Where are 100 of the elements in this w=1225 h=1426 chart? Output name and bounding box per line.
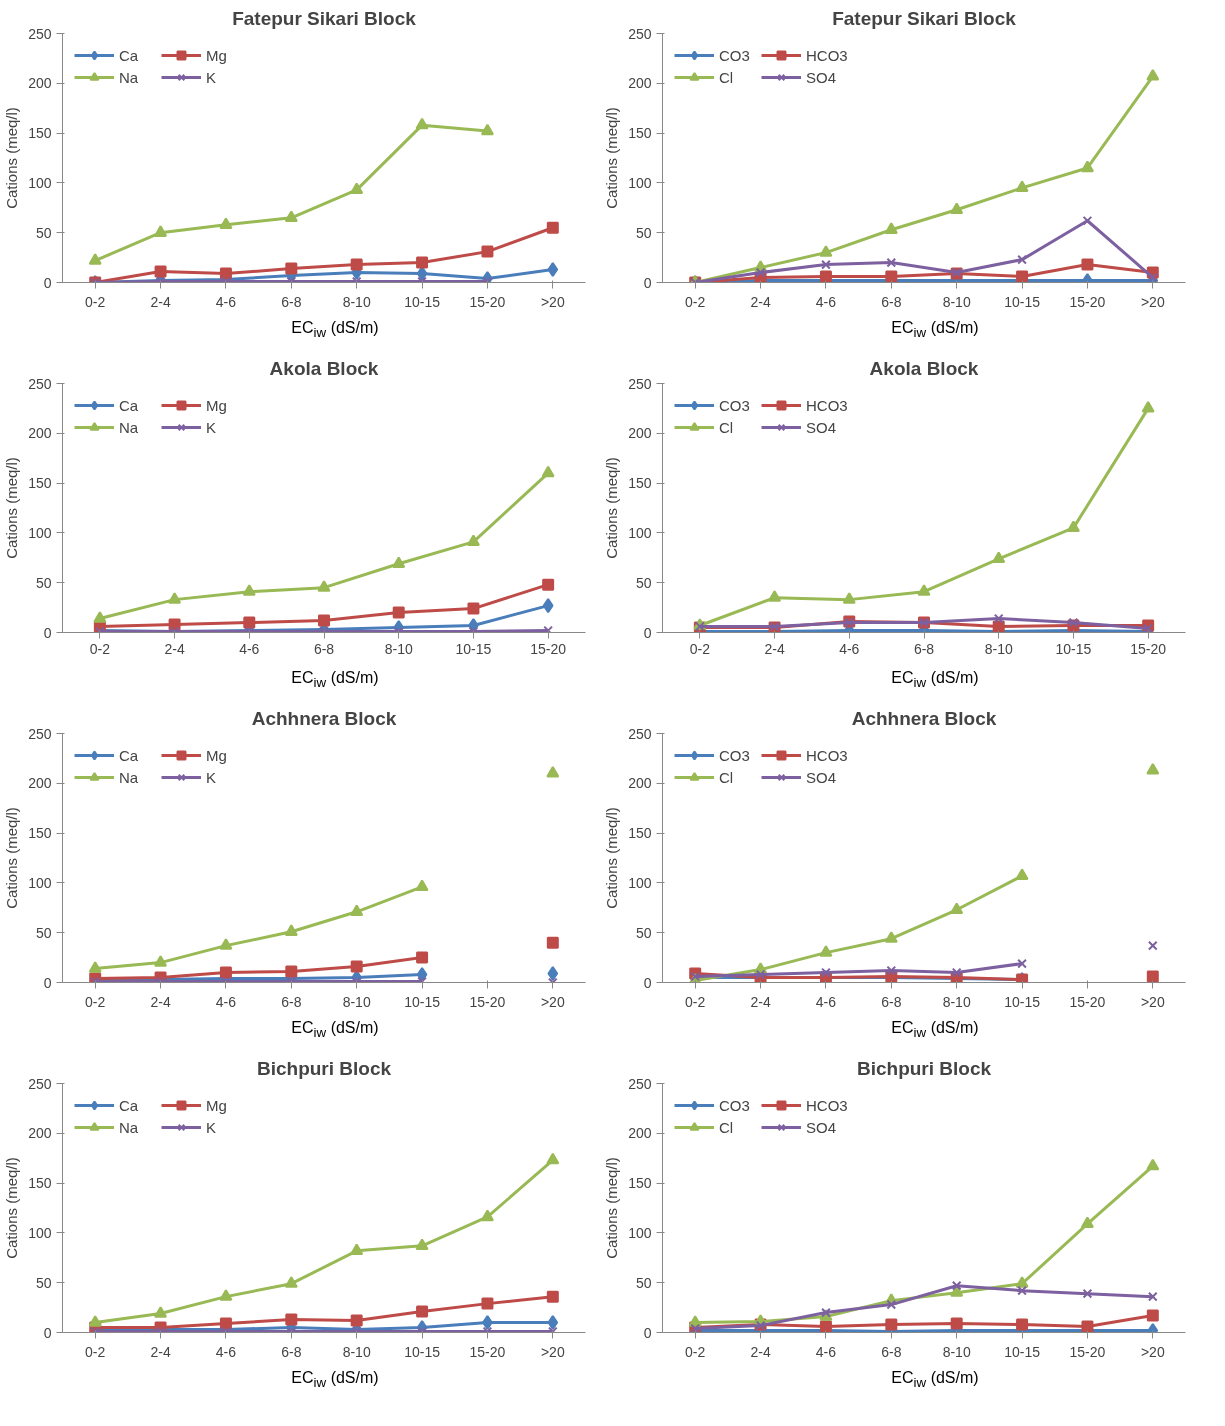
x-tick-label: 10-15 xyxy=(455,640,492,657)
y-tick-label: 0 xyxy=(43,974,52,991)
chart-title: Achhnera Block xyxy=(251,707,397,729)
legend-label: Mg xyxy=(206,1096,228,1114)
x-tick-label: 6-8 xyxy=(313,640,335,657)
x-tick-label: 2-4 xyxy=(750,993,771,1010)
y-axis-title: Cations (meq/l) xyxy=(603,457,621,559)
x-tick-label: 8-10 xyxy=(342,293,371,310)
y-axis-title: Cations (meq/l) xyxy=(3,1157,21,1259)
y-tick-label: 150 xyxy=(28,1175,52,1192)
y-axis-title: Cations (meq/l) xyxy=(603,807,621,909)
legend-label: Cl xyxy=(719,768,735,786)
x-tick-label: 0-2 xyxy=(689,640,711,657)
y-tick-label: 50 xyxy=(635,224,652,241)
y-tick-label: 150 xyxy=(628,475,652,492)
x-tick-label: 6-8 xyxy=(281,993,302,1010)
chart-title: Fatepur Sikari Block xyxy=(832,7,1017,29)
x-tick-label: 6-8 xyxy=(281,293,302,310)
x-tick-label: 2-4 xyxy=(750,293,771,310)
y-tick-label: 150 xyxy=(628,825,652,842)
x-tick-label: 15-20 xyxy=(469,993,506,1010)
x-tick-label: 4-6 xyxy=(215,1343,237,1360)
x-tick-label: 15-20 xyxy=(1069,1343,1106,1360)
legend-label: Na xyxy=(119,1118,140,1136)
y-tick-label: 250 xyxy=(628,25,652,42)
legend-label: Mg xyxy=(206,396,228,414)
y-tick-label: 100 xyxy=(28,1224,52,1241)
x-tick-label: 0-2 xyxy=(685,293,706,310)
x-tick-label: 2-4 xyxy=(750,1343,771,1360)
y-tick-label: 100 xyxy=(628,174,652,191)
x-tick-label: 10-15 xyxy=(1055,640,1092,657)
y-tick-label: 150 xyxy=(28,125,52,142)
x-tick-label: 10-15 xyxy=(1004,1343,1041,1360)
legend-label: Na xyxy=(119,68,140,86)
x-tick-label: 2-4 xyxy=(764,640,785,657)
y-tick-label: 100 xyxy=(28,874,52,891)
x-tick-label: 8-10 xyxy=(942,1343,971,1360)
x-axis-title: EC$_{iw}$ (dS/m) xyxy=(290,1368,380,1393)
x-tick-label: 0-2 xyxy=(85,293,106,310)
x-tick-label: 8-10 xyxy=(984,640,1013,657)
x-tick-label: 2-4 xyxy=(150,993,171,1010)
x-tick-label: 10-15 xyxy=(1004,993,1041,1010)
y-tick-label: 250 xyxy=(28,725,52,742)
y-tick-label: 200 xyxy=(628,75,652,92)
x-axis-title: EC$_{iw}$ (dS/m) xyxy=(290,318,380,343)
y-tick-label: 200 xyxy=(628,1125,652,1142)
legend-label: Cl xyxy=(719,418,735,436)
y-tick-label: 0 xyxy=(43,1324,52,1341)
legend-label: K xyxy=(206,418,217,436)
legend-label: K xyxy=(206,1118,217,1136)
legend-label: Mg xyxy=(206,46,228,64)
legend-label: SO4 xyxy=(806,68,837,86)
chart-title: Fatepur Sikari Block xyxy=(232,7,417,29)
x-tick-label: 8-10 xyxy=(942,293,971,310)
y-tick-label: 50 xyxy=(635,1274,652,1291)
x-tick-label: 10-15 xyxy=(404,293,441,310)
legend-label: HCO3 xyxy=(806,1096,848,1114)
y-tick-label: 50 xyxy=(35,224,52,241)
legend-label: CO3 xyxy=(719,746,751,764)
x-tick-label: 8-10 xyxy=(342,993,371,1010)
legend-label: CO3 xyxy=(719,46,751,64)
legend-label: SO4 xyxy=(806,418,837,436)
x-tick-label: 2-4 xyxy=(164,640,185,657)
x-tick-label: 10-15 xyxy=(404,1343,441,1360)
legend-label: K xyxy=(206,768,217,786)
x-tick-label: 6-8 xyxy=(881,993,902,1010)
legend-label: SO4 xyxy=(806,768,837,786)
legend-label: Mg xyxy=(206,746,228,764)
legend-label: HCO3 xyxy=(806,746,848,764)
legend-label: Na xyxy=(119,418,140,436)
x-tick-label: 4-6 xyxy=(215,293,237,310)
y-tick-label: 200 xyxy=(28,75,52,92)
y-tick-label: 200 xyxy=(28,775,52,792)
x-axis-title: EC$_{iw}$ (dS/m) xyxy=(890,668,980,693)
y-tick-label: 0 xyxy=(643,624,652,641)
y-tick-label: 250 xyxy=(28,1075,52,1092)
x-tick-label: 6-8 xyxy=(281,1343,302,1360)
y-axis-title: Cations (meq/l) xyxy=(3,107,21,209)
y-tick-label: 200 xyxy=(28,1125,52,1142)
y-tick-label: 0 xyxy=(643,1324,652,1341)
x-tick-label: >20 xyxy=(1140,993,1165,1010)
y-tick-label: 250 xyxy=(28,25,52,42)
legend-label: K xyxy=(206,68,217,86)
x-tick-label: >20 xyxy=(1140,293,1165,310)
y-tick-label: 250 xyxy=(628,725,652,742)
y-tick-label: 250 xyxy=(628,375,652,392)
x-tick-label: 10-15 xyxy=(404,993,441,1010)
chart-title: Akola Block xyxy=(869,357,979,379)
y-axis-title: Cations (meq/l) xyxy=(3,457,21,559)
y-tick-label: 250 xyxy=(628,1075,652,1092)
x-tick-label: >20 xyxy=(540,293,565,310)
x-tick-label: >20 xyxy=(1140,1343,1165,1360)
legend-label: SO4 xyxy=(806,1118,837,1136)
x-axis-title: EC$_{iw}$ (dS/m) xyxy=(890,1368,980,1393)
y-axis-title: Cations (meq/l) xyxy=(603,1157,621,1259)
x-tick-label: 0-2 xyxy=(685,1343,706,1360)
x-tick-label: 15-20 xyxy=(1130,640,1167,657)
x-tick-label: 2-4 xyxy=(150,293,171,310)
legend-label: Cl xyxy=(719,68,735,86)
y-tick-label: 150 xyxy=(628,125,652,142)
